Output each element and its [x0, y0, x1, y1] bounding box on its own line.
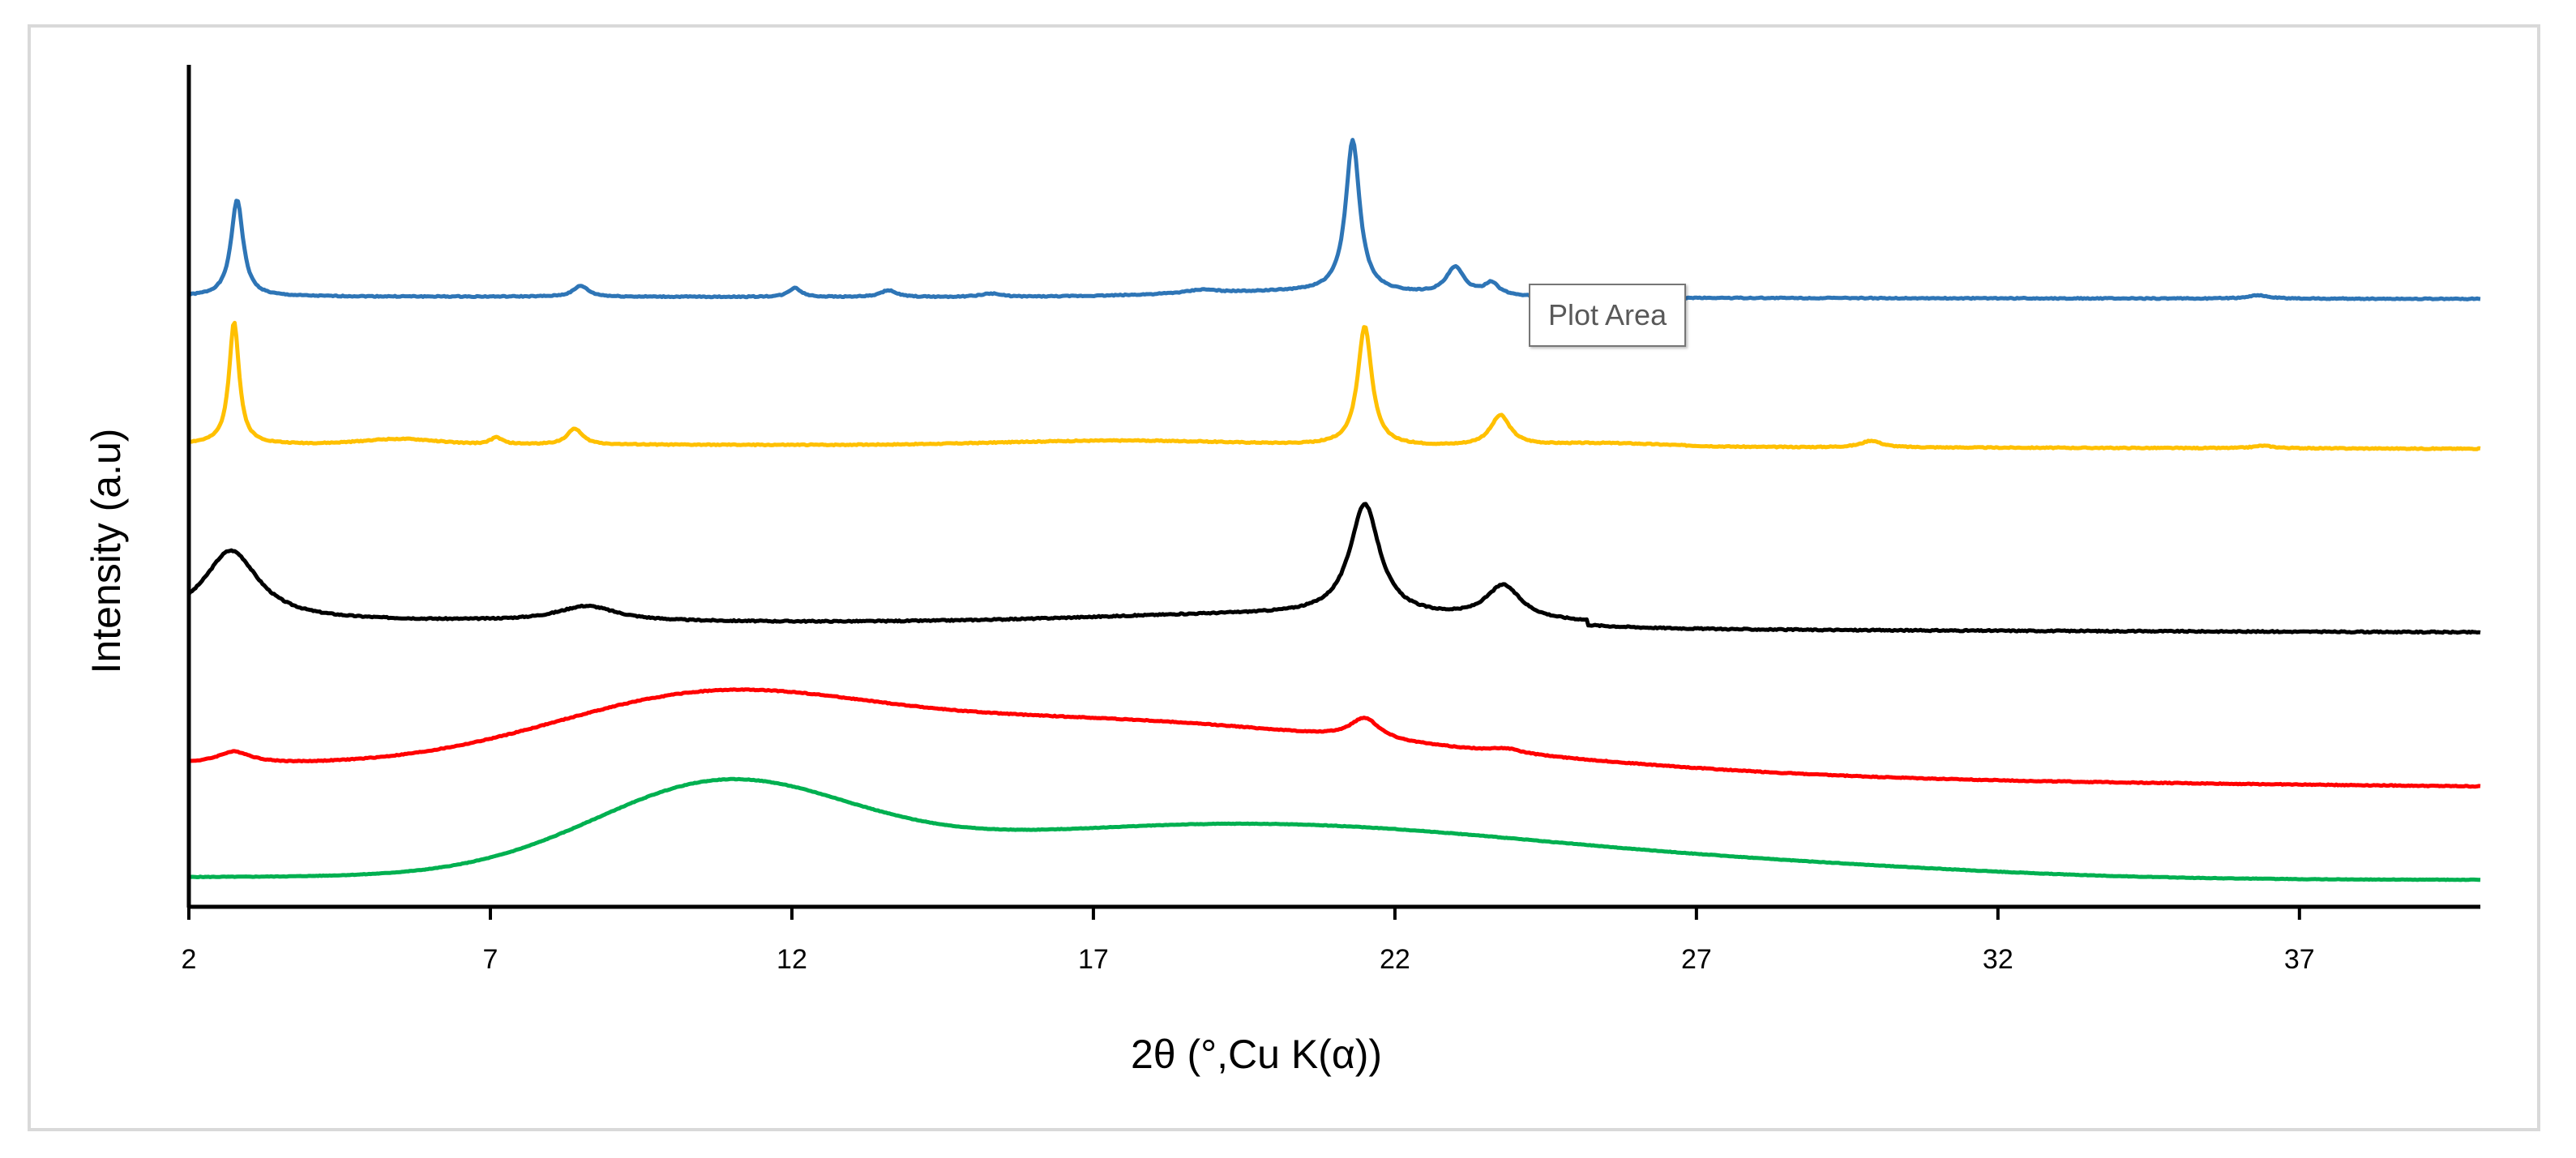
- x-tick-label: 12: [777, 944, 807, 975]
- x-tick-layer: 2 7 12 17 22 27 32 37: [182, 907, 2315, 975]
- series-layer: [186, 138, 2481, 882]
- y-axis-title: Intensity (a.u): [83, 429, 129, 674]
- x-tick-label: 32: [1983, 944, 2013, 975]
- x-tick-label: 22: [1380, 944, 1410, 975]
- series-line-green: [188, 776, 2481, 882]
- series-line-yellow: [188, 320, 2481, 451]
- chart-frame: [28, 24, 2540, 1131]
- x-tick-label: 37: [2284, 944, 2315, 975]
- x-tick-label: 17: [1078, 944, 1109, 975]
- x-tick-label: 27: [1681, 944, 1712, 975]
- x-tick-label: 2: [182, 944, 197, 975]
- plot-area-tooltip: Plot Area: [1529, 284, 1687, 347]
- x-tick-label: 7: [483, 944, 499, 975]
- x-axis-title: 2θ (°,Cu K(α)): [1131, 1032, 1382, 1077]
- series-line-blue: [188, 138, 2481, 301]
- series-line-black: [186, 502, 2481, 635]
- series-line-red: [187, 687, 2481, 789]
